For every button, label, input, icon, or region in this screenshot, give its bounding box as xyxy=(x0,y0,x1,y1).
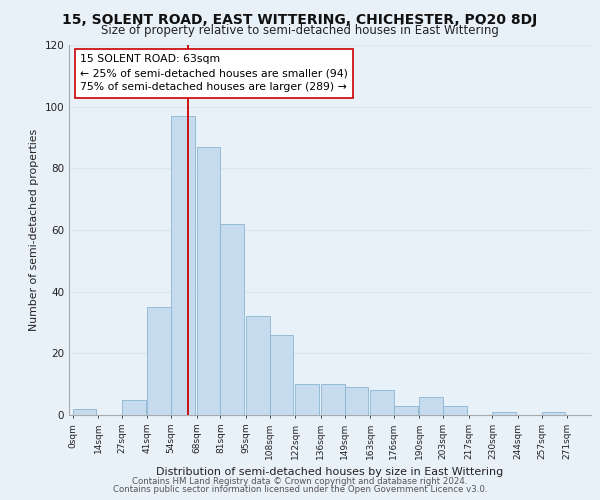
Bar xyxy=(197,147,220,415)
Text: Size of property relative to semi-detached houses in East Wittering: Size of property relative to semi-detach… xyxy=(101,24,499,37)
Text: Contains public sector information licensed under the Open Government Licence v3: Contains public sector information licen… xyxy=(113,485,487,494)
Bar xyxy=(295,384,319,415)
Bar xyxy=(171,116,195,415)
Bar xyxy=(246,316,270,415)
Bar xyxy=(443,406,467,415)
Bar xyxy=(370,390,394,415)
Bar xyxy=(344,387,368,415)
Text: 15, SOLENT ROAD, EAST WITTERING, CHICHESTER, PO20 8DJ: 15, SOLENT ROAD, EAST WITTERING, CHICHES… xyxy=(62,13,538,27)
Bar xyxy=(419,396,443,415)
Y-axis label: Number of semi-detached properties: Number of semi-detached properties xyxy=(29,129,39,331)
Bar xyxy=(122,400,146,415)
Bar xyxy=(220,224,244,415)
Bar xyxy=(394,406,418,415)
Bar xyxy=(148,307,171,415)
X-axis label: Distribution of semi-detached houses by size in East Wittering: Distribution of semi-detached houses by … xyxy=(157,468,503,477)
Bar xyxy=(73,409,97,415)
Bar xyxy=(493,412,516,415)
Text: Contains HM Land Registry data © Crown copyright and database right 2024.: Contains HM Land Registry data © Crown c… xyxy=(132,477,468,486)
Bar xyxy=(270,335,293,415)
Text: 15 SOLENT ROAD: 63sqm
← 25% of semi-detached houses are smaller (94)
75% of semi: 15 SOLENT ROAD: 63sqm ← 25% of semi-deta… xyxy=(80,54,348,92)
Bar xyxy=(321,384,344,415)
Bar xyxy=(542,412,565,415)
